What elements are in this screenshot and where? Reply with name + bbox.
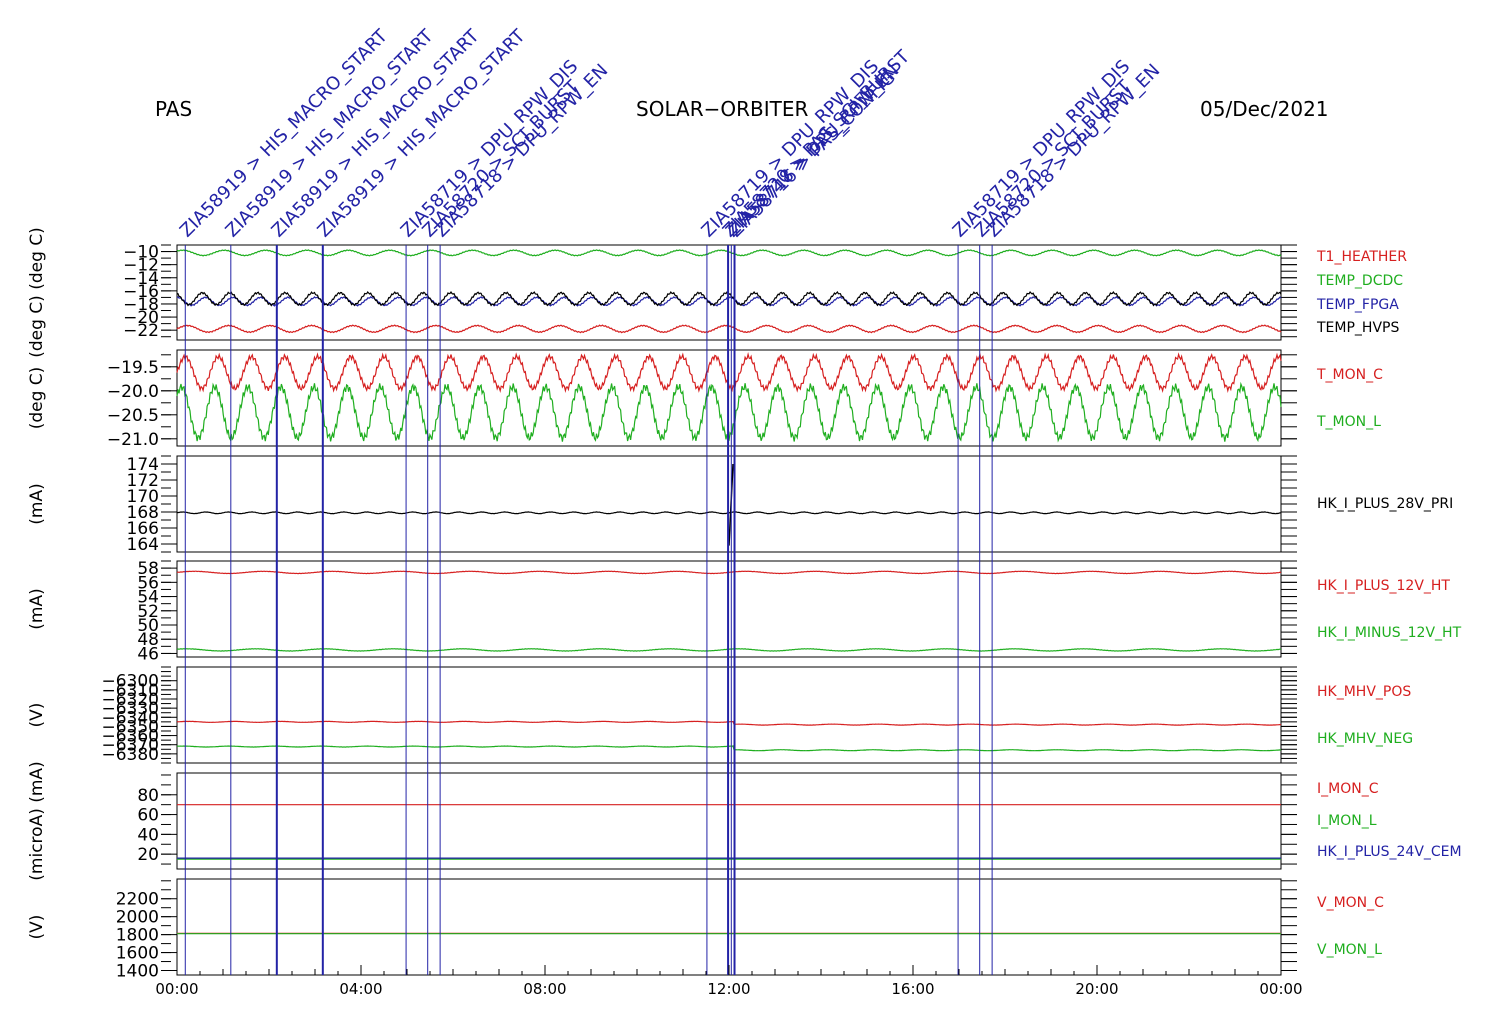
x-tick-label: 08:00	[523, 980, 566, 998]
y-tick-label: −6380	[101, 745, 159, 765]
panels-group: −10−12−14−16−18−20−22 (deg C) (deg C) T1_H…	[27, 227, 1462, 981]
header-center-label: SOLAR−ORBITER	[636, 97, 808, 121]
legend-label: T1_HEATHER	[1316, 249, 1407, 265]
y-tick-label: −6330	[101, 699, 159, 719]
y-tick-label: −14	[123, 269, 159, 289]
y-tick-label: −20	[123, 308, 159, 328]
y-tick-label: 2200	[116, 890, 159, 910]
y-tick-label: 54	[137, 588, 159, 608]
y-tick-label: 20	[137, 845, 159, 865]
legend-label: HK_MHV_NEG	[1317, 731, 1413, 747]
event-label: ZIA58719 > DPU_RPW_DIS	[698, 56, 884, 242]
y-tick-label: −6320	[101, 690, 159, 710]
y-axis-label: (deg C)	[27, 367, 47, 430]
panel-5: −6300−6310−6320−6330−6340−6350−6360−6370…	[27, 666, 1413, 765]
y-tick-label: −19.5	[107, 358, 159, 378]
y-tick-label: 52	[137, 602, 159, 622]
event-label: ZIA58719 > DPU_RPW_DIS	[949, 56, 1135, 242]
legend-label: TEMP_DCDC	[1316, 273, 1403, 289]
y-tick-label: −20.0	[107, 382, 159, 402]
y-axis-label: (V)	[27, 915, 47, 940]
x-tick-label: 04:00	[339, 980, 382, 998]
y-tick-label: 1400	[116, 962, 159, 982]
legend-label: HK_I_PLUS_28V_PRI	[1317, 496, 1453, 512]
x-tick-label: 12:00	[707, 980, 750, 998]
y-tick-label: 40	[137, 825, 159, 845]
y-tick-label: −21.0	[107, 430, 159, 450]
legend-label: I_MON_C	[1317, 781, 1379, 797]
event-label: ZIA58716 > PAS_CONFIG	[725, 67, 900, 242]
y-tick-label: 1800	[116, 926, 159, 946]
time-axis: 00:00 04:00 08:00 12:00 16:00 20:00 00:00	[155, 965, 1303, 998]
panel-1: −10−12−14−16−18−20−22 (deg C) (deg C) T1_H…	[27, 227, 1407, 358]
legend-label: TEMP_HVPS	[1316, 320, 1399, 336]
legend-label: T_MON_C	[1316, 367, 1383, 383]
legend-label: HK_I_PLUS_12V_HT	[1317, 578, 1450, 594]
y-tick-label: −20.5	[107, 406, 159, 426]
legend-label: T_MON_L	[1316, 414, 1381, 430]
y-axis-label: (V)	[27, 703, 47, 728]
legend-label: HK_I_MINUS_12V_HT	[1317, 625, 1462, 641]
y-tick-label: 164	[127, 535, 159, 555]
y-tick-label: 166	[127, 519, 159, 539]
y-tick-label: −6310	[101, 681, 159, 701]
legend-label: TEMP_FPGA	[1316, 297, 1399, 313]
header-right-label: 05/Dec/2021	[1200, 97, 1329, 121]
x-tick-label: 16:00	[891, 980, 934, 998]
y-tick-label: −16	[123, 282, 159, 302]
y-tick-label: 50	[137, 616, 159, 636]
y-tick-label: 48	[137, 630, 159, 650]
y-tick-label: 172	[127, 471, 159, 491]
y-axis-label: (mA)	[27, 483, 47, 524]
y-tick-label: −12	[123, 256, 159, 276]
y-tick-label: −6360	[101, 727, 159, 747]
y-tick-label: 46	[137, 644, 159, 664]
y-axis-label: (mA)	[27, 588, 47, 629]
legend-label: V_MON_L	[1317, 942, 1382, 958]
y-tick-label: 174	[127, 455, 159, 475]
legend-label: HK_I_PLUS_24V_CEM	[1317, 844, 1462, 860]
event-label: ZIA58718 > DPU_RPW_EN	[983, 60, 1164, 241]
x-tick-label: 00:00	[1259, 980, 1302, 998]
y-tick-label: 60	[137, 806, 159, 826]
y-tick-label: −10	[123, 243, 159, 263]
y-axis-label: (microA) (mA)	[27, 761, 47, 880]
y-tick-label: 168	[127, 503, 159, 523]
y-tick-label: −22	[123, 321, 159, 341]
x-tick-label: 00:00	[155, 980, 198, 998]
y-tick-label: 58	[137, 559, 159, 579]
legend-label: V_MON_C	[1317, 895, 1384, 911]
y-tick-label: −6340	[101, 708, 159, 728]
y-tick-label: 80	[137, 786, 159, 806]
y-tick-label: 2000	[116, 908, 159, 928]
y-axis-label: (deg C) (deg C)	[27, 227, 47, 358]
y-tick-label: −6370	[101, 736, 159, 756]
y-tick-label: 56	[137, 573, 159, 593]
legend-label: HK_MHV_POS	[1317, 684, 1411, 700]
y-tick-label: 170	[127, 487, 159, 507]
y-tick-label: −6300	[101, 672, 159, 692]
x-tick-label: 20:00	[1075, 980, 1118, 998]
legend-label: I_MON_L	[1317, 813, 1377, 829]
y-tick-label: 1600	[116, 944, 159, 964]
header-left-label: PAS	[155, 97, 192, 121]
y-tick-label: −6350	[101, 717, 159, 737]
y-tick-label: −18	[123, 295, 159, 315]
